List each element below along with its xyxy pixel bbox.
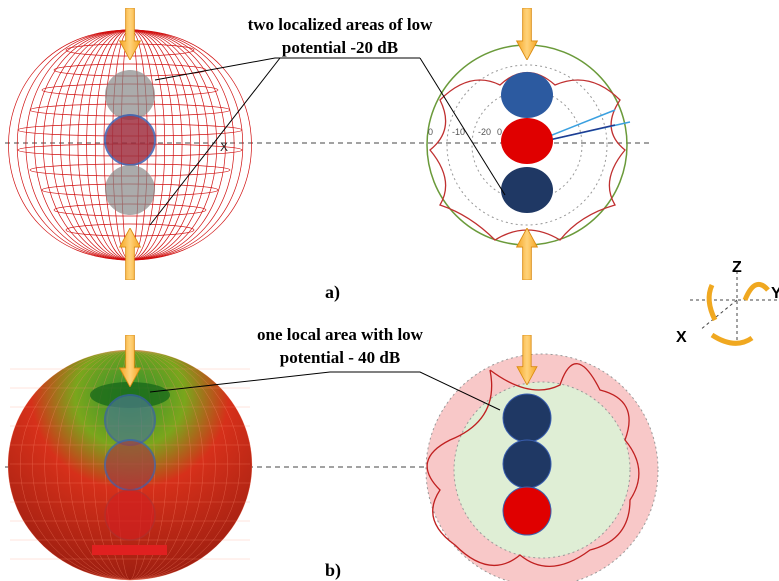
annotation: potential - 40 dB (280, 348, 400, 367)
zone (501, 167, 553, 213)
zone (502, 439, 552, 489)
zone (105, 70, 155, 120)
polar-label: 0 (428, 127, 433, 137)
leader-line (149, 371, 501, 411)
annotation: one local area with low (257, 325, 424, 344)
panel-label: b) (325, 560, 341, 581)
axis-label: X (676, 329, 687, 346)
polar-label: -10 (452, 127, 465, 137)
zone (501, 72, 553, 118)
polar-grid (446, 64, 608, 226)
polar-label: 0 (497, 127, 502, 137)
zone (104, 489, 156, 541)
axis-label: Y (771, 285, 779, 302)
leader-line (419, 57, 506, 196)
zone (502, 486, 552, 536)
zone (105, 165, 155, 215)
annotation: potential -20 dB (282, 38, 398, 57)
zone (104, 394, 156, 446)
annotation: two localized areas of low (248, 15, 433, 34)
pattern-curve (426, 363, 640, 567)
polar-label: -20 (478, 127, 491, 137)
zone (104, 439, 156, 491)
zone (502, 393, 552, 443)
marker-bar (92, 545, 167, 555)
zone (104, 114, 156, 166)
leader-line (149, 57, 281, 226)
zone (501, 118, 553, 164)
arrow (516, 8, 538, 60)
axis-marker: X (220, 140, 228, 154)
axis-label: Z (732, 259, 742, 276)
panel-label: a) (325, 282, 340, 303)
leader-line (154, 57, 420, 81)
arrow (516, 228, 538, 280)
axes-icon: Z X Y (676, 259, 779, 346)
